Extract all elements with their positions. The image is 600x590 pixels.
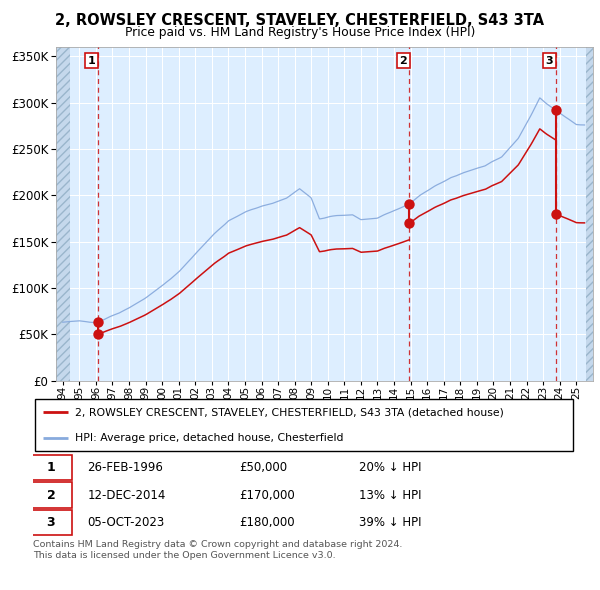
Text: £50,000: £50,000 [239, 461, 287, 474]
Text: 2: 2 [400, 55, 407, 65]
Text: 3: 3 [47, 516, 55, 529]
Text: £180,000: £180,000 [239, 516, 295, 529]
Text: 3: 3 [545, 55, 553, 65]
Text: Contains HM Land Registry data © Crown copyright and database right 2024.
This d: Contains HM Land Registry data © Crown c… [33, 540, 403, 560]
FancyBboxPatch shape [30, 510, 72, 535]
Text: 1: 1 [47, 461, 55, 474]
Text: 26-FEB-1996: 26-FEB-1996 [88, 461, 163, 474]
Text: 2, ROWSLEY CRESCENT, STAVELEY, CHESTERFIELD, S43 3TA: 2, ROWSLEY CRESCENT, STAVELEY, CHESTERFI… [55, 13, 545, 28]
Text: 05-OCT-2023: 05-OCT-2023 [88, 516, 164, 529]
Text: 20% ↓ HPI: 20% ↓ HPI [359, 461, 421, 474]
Text: 12-DEC-2014: 12-DEC-2014 [88, 489, 166, 502]
FancyBboxPatch shape [30, 455, 72, 480]
Text: 2: 2 [47, 489, 55, 502]
Text: 13% ↓ HPI: 13% ↓ HPI [359, 489, 421, 502]
FancyBboxPatch shape [30, 483, 72, 507]
Bar [586, 47, 593, 381]
Text: 1: 1 [88, 55, 95, 65]
Bar [56, 47, 70, 381]
FancyBboxPatch shape [35, 399, 573, 451]
Text: £170,000: £170,000 [239, 489, 295, 502]
Text: 2, ROWSLEY CRESCENT, STAVELEY, CHESTERFIELD, S43 3TA (detached house): 2, ROWSLEY CRESCENT, STAVELEY, CHESTERFI… [76, 407, 504, 417]
Text: 39% ↓ HPI: 39% ↓ HPI [359, 516, 421, 529]
Text: HPI: Average price, detached house, Chesterfield: HPI: Average price, detached house, Ches… [76, 433, 344, 443]
Text: Price paid vs. HM Land Registry's House Price Index (HPI): Price paid vs. HM Land Registry's House … [125, 26, 475, 39]
